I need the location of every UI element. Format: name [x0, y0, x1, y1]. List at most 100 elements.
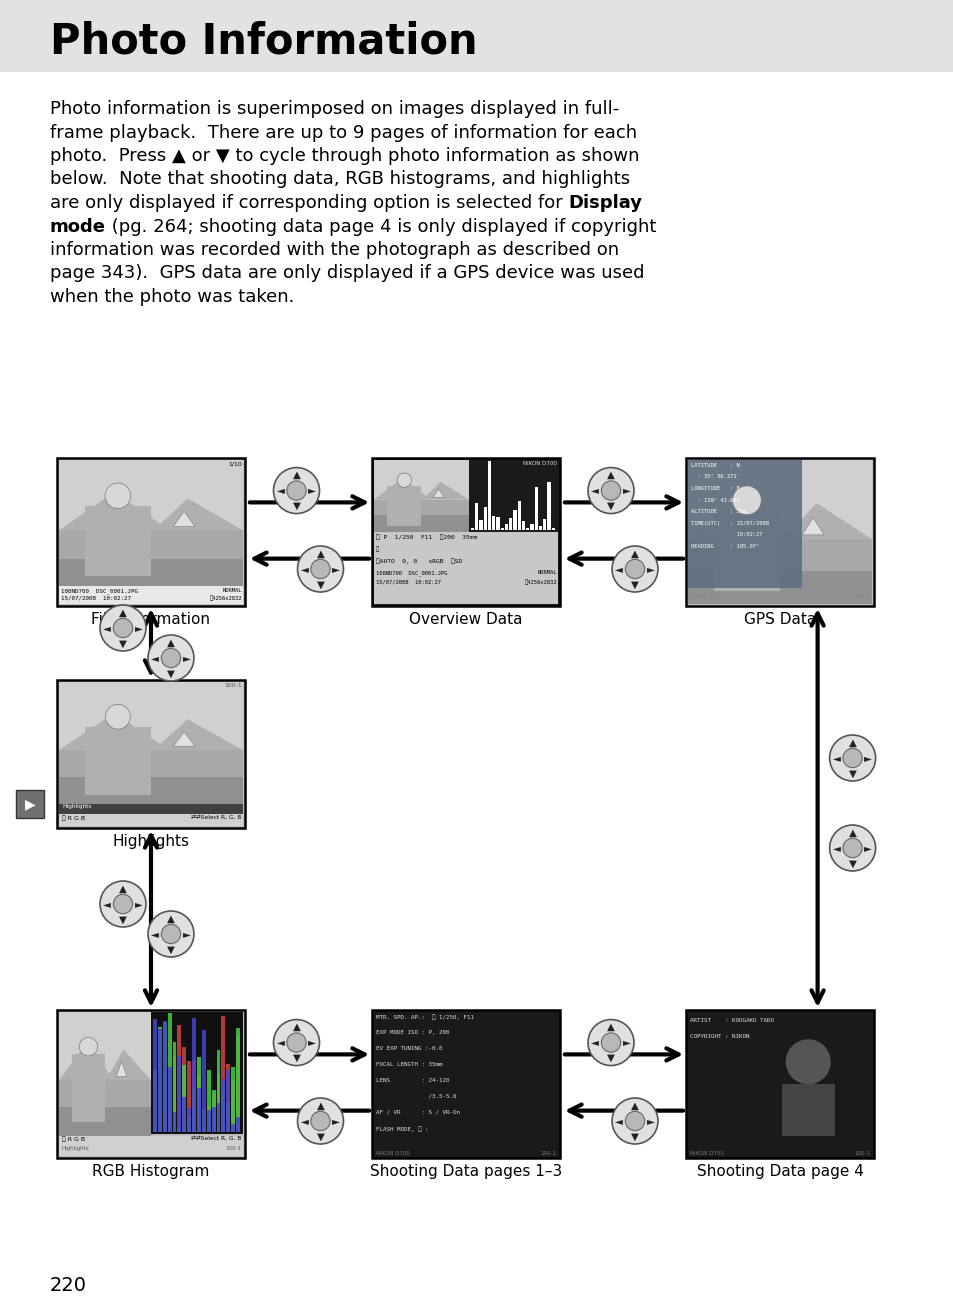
Text: ▲: ▲	[316, 1100, 324, 1110]
FancyBboxPatch shape	[152, 1070, 156, 1131]
FancyBboxPatch shape	[374, 515, 469, 532]
FancyBboxPatch shape	[158, 1095, 162, 1131]
FancyBboxPatch shape	[177, 1127, 181, 1131]
FancyBboxPatch shape	[496, 518, 499, 530]
Circle shape	[161, 924, 180, 943]
Text: ⬜4256x2832: ⬜4256x2832	[210, 595, 242, 600]
FancyBboxPatch shape	[521, 522, 525, 530]
Text: ►: ►	[183, 929, 191, 940]
FancyBboxPatch shape	[187, 1060, 191, 1131]
Text: ▼: ▼	[119, 915, 127, 925]
FancyBboxPatch shape	[535, 486, 537, 530]
Text: ►: ►	[646, 1116, 654, 1126]
FancyBboxPatch shape	[168, 1067, 172, 1131]
Text: ▶: ▶	[25, 798, 35, 811]
Text: Photo information is superimposed on images displayed in full-: Photo information is superimposed on ima…	[50, 100, 618, 118]
Text: ◄: ◄	[276, 486, 285, 495]
FancyBboxPatch shape	[492, 516, 495, 530]
Text: ▲: ▲	[630, 548, 639, 558]
Text: ▼: ▼	[293, 501, 300, 511]
Text: ►: ►	[332, 1116, 339, 1126]
FancyBboxPatch shape	[687, 460, 801, 587]
Text: Highlights: Highlights	[62, 1146, 90, 1151]
Text: 15/07/2008  10:02:27: 15/07/2008 10:02:27	[375, 579, 440, 583]
FancyBboxPatch shape	[59, 586, 243, 604]
Text: ▲: ▲	[167, 913, 174, 924]
FancyBboxPatch shape	[372, 459, 559, 606]
Text: ▲: ▲	[119, 883, 127, 894]
Text: ▼: ▼	[119, 639, 127, 649]
Circle shape	[100, 880, 146, 926]
Circle shape	[624, 560, 644, 578]
FancyBboxPatch shape	[163, 1072, 167, 1131]
FancyBboxPatch shape	[57, 681, 245, 828]
Circle shape	[287, 481, 306, 501]
Text: ►: ►	[183, 653, 191, 664]
FancyBboxPatch shape	[192, 1089, 195, 1131]
Text: ▲: ▲	[293, 1022, 300, 1031]
FancyBboxPatch shape	[526, 528, 529, 530]
Polygon shape	[59, 491, 243, 531]
Circle shape	[396, 473, 411, 487]
FancyBboxPatch shape	[0, 0, 953, 72]
Text: NIKON D700: NIKON D700	[375, 1151, 410, 1156]
Text: ▼: ▼	[293, 1054, 300, 1063]
Text: ►: ►	[863, 844, 871, 853]
Text: ⬜ R G B: ⬜ R G B	[62, 1137, 85, 1142]
Text: ►: ►	[332, 564, 339, 574]
FancyBboxPatch shape	[207, 1110, 211, 1131]
Text: Highlights: Highlights	[112, 834, 190, 849]
Text: ⬜: ⬜	[375, 547, 379, 552]
Circle shape	[612, 1099, 658, 1144]
Polygon shape	[172, 732, 195, 746]
Text: ▼: ▼	[606, 501, 615, 511]
Text: ►: ►	[308, 1038, 315, 1047]
FancyBboxPatch shape	[168, 1089, 172, 1131]
Circle shape	[311, 560, 330, 578]
Text: ▲: ▲	[167, 637, 174, 648]
Polygon shape	[687, 495, 871, 539]
FancyBboxPatch shape	[685, 459, 873, 606]
Text: ▲: ▲	[606, 470, 615, 480]
Circle shape	[161, 648, 180, 668]
FancyBboxPatch shape	[226, 1070, 230, 1131]
Text: Display: Display	[568, 194, 641, 212]
Text: ►: ►	[308, 486, 315, 495]
Text: ▲: ▲	[293, 470, 300, 480]
Text: : 139° 43.696': : 139° 43.696'	[690, 498, 742, 502]
FancyBboxPatch shape	[59, 813, 243, 827]
Text: photo.  Press ▲ or ▼ to cycle through photo information as shown: photo. Press ▲ or ▼ to cycle through pho…	[50, 147, 639, 166]
Text: NIKON D700: NIKON D700	[689, 595, 723, 600]
FancyBboxPatch shape	[57, 459, 245, 606]
Text: ►: ►	[622, 486, 630, 495]
FancyBboxPatch shape	[687, 570, 871, 604]
Text: ◄: ◄	[300, 1116, 309, 1126]
FancyBboxPatch shape	[374, 499, 469, 515]
Text: ▼: ▼	[167, 669, 174, 678]
Text: ◄: ◄	[103, 899, 112, 909]
FancyBboxPatch shape	[59, 750, 243, 778]
FancyBboxPatch shape	[71, 1054, 105, 1122]
FancyBboxPatch shape	[479, 519, 482, 530]
FancyBboxPatch shape	[547, 482, 550, 530]
FancyBboxPatch shape	[202, 1109, 206, 1131]
FancyBboxPatch shape	[151, 1012, 243, 1134]
FancyBboxPatch shape	[687, 1012, 871, 1156]
FancyBboxPatch shape	[16, 790, 44, 819]
FancyBboxPatch shape	[168, 1013, 172, 1131]
Text: ⬜ P  1/250  F11  ⬜200  35mm: ⬜ P 1/250 F11 ⬜200 35mm	[375, 533, 476, 540]
Text: LATITUDE    : N: LATITUDE : N	[690, 463, 739, 468]
FancyBboxPatch shape	[781, 1084, 834, 1137]
Circle shape	[106, 704, 131, 729]
Text: ▲: ▲	[316, 548, 324, 558]
Text: EV EXP TUNING :-0.0: EV EXP TUNING :-0.0	[375, 1046, 442, 1051]
Text: ▼: ▼	[167, 945, 174, 955]
Text: ◄: ◄	[276, 1038, 285, 1047]
FancyBboxPatch shape	[235, 1028, 240, 1131]
FancyBboxPatch shape	[231, 1067, 234, 1131]
Text: ◄: ◄	[300, 564, 309, 574]
Text: ⬜ R G B: ⬜ R G B	[62, 815, 85, 821]
Text: ◄: ◄	[103, 623, 112, 633]
FancyBboxPatch shape	[226, 1102, 230, 1131]
Text: ◄: ◄	[615, 1116, 622, 1126]
